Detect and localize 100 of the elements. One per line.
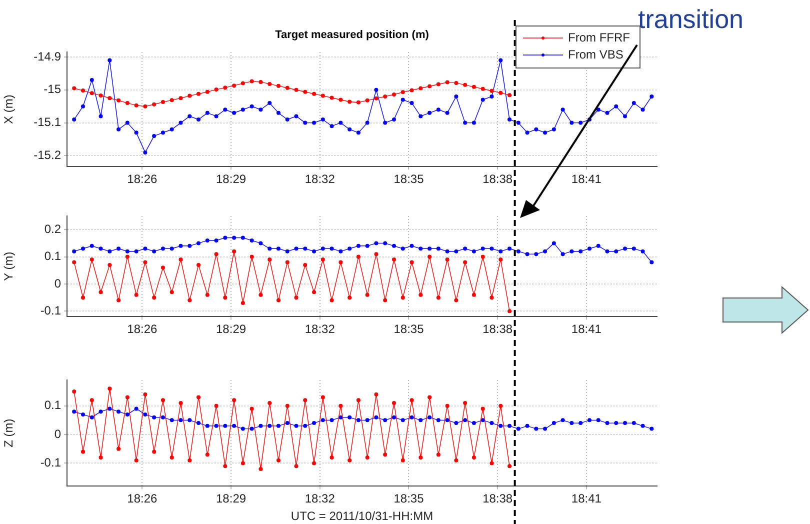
point: [428, 254, 432, 259]
point: [143, 392, 148, 396]
x-tick-label: 18:35: [394, 492, 424, 506]
point: [348, 458, 352, 462]
y-axis-title: Y (m): [2, 252, 16, 281]
point: [374, 392, 378, 396]
point: [312, 461, 316, 466]
point: [365, 98, 370, 102]
point: [330, 96, 334, 100]
text: transition: [638, 4, 744, 35]
point: [294, 296, 298, 300]
point: [72, 389, 76, 394]
point: [250, 406, 254, 411]
point: [392, 400, 396, 405]
point: [258, 80, 263, 84]
point: [205, 292, 210, 297]
point: [223, 86, 228, 90]
point: [188, 458, 192, 462]
x-tick-label: 18:26: [127, 492, 158, 506]
point: [348, 296, 352, 300]
y-tick-label: 0: [54, 426, 62, 441]
point: [320, 395, 325, 400]
point: [348, 100, 352, 104]
point: [214, 88, 218, 92]
point: [330, 456, 334, 460]
point: [188, 298, 192, 302]
point: [365, 292, 370, 297]
point: [188, 94, 192, 98]
point: [205, 452, 210, 457]
point: [268, 400, 272, 405]
point: [410, 260, 414, 264]
point: [498, 404, 503, 408]
point: [312, 92, 316, 96]
x-tick-label: 18:38: [482, 322, 513, 336]
point: [285, 404, 290, 408]
point: [285, 260, 290, 264]
point: [240, 461, 245, 466]
point: [356, 254, 360, 259]
point: [232, 249, 236, 254]
point: [383, 94, 388, 98]
point: [303, 90, 308, 94]
point: [445, 258, 450, 262]
point: [143, 260, 148, 264]
point: [160, 398, 165, 402]
x-tick-label: 18:32: [304, 492, 336, 506]
point: [285, 86, 290, 90]
point: [232, 398, 236, 402]
x-tick-label: 18:29: [216, 492, 246, 506]
point: [490, 88, 494, 93]
point: [196, 262, 201, 267]
point: [490, 296, 494, 300]
point: [258, 466, 263, 471]
y-tick-label: 0.1: [44, 398, 62, 412]
point: [240, 301, 245, 306]
x-tick-label: 18:29: [216, 172, 246, 186]
point: [508, 464, 512, 468]
point: [320, 258, 325, 262]
point: [498, 90, 503, 95]
point: [170, 290, 174, 294]
y-tick-label: 0.2: [44, 222, 62, 236]
x-tick-label: 18:29: [216, 322, 246, 336]
point: [134, 103, 138, 108]
point: [383, 298, 388, 302]
point: [312, 290, 316, 294]
point: [356, 398, 360, 402]
point: [400, 296, 405, 300]
y-tick-label: -14.9: [34, 49, 62, 64]
point: [90, 91, 94, 96]
point: [80, 450, 85, 454]
point: [98, 456, 103, 460]
point: [90, 258, 94, 262]
x-tick-label: 18:32: [304, 172, 336, 186]
point: [116, 446, 121, 451]
point: [392, 258, 396, 262]
point: [178, 400, 183, 405]
point: [72, 260, 76, 264]
point: [108, 96, 112, 100]
point: [418, 456, 423, 460]
point: [80, 296, 85, 300]
point: [125, 254, 130, 259]
point: [276, 298, 280, 302]
point: [223, 296, 228, 300]
point: [250, 254, 254, 259]
point: [294, 464, 298, 468]
point: [98, 93, 103, 98]
x-axis-title: UTC = 2011/10/31-HH:MM: [290, 509, 434, 524]
point: [72, 86, 76, 90]
point: [80, 88, 85, 93]
point: [508, 93, 512, 98]
point: [428, 395, 432, 400]
x-tick-label: 18:35: [394, 322, 424, 336]
point: [418, 292, 423, 297]
point: [480, 406, 485, 411]
point: [90, 398, 94, 402]
point: [232, 84, 236, 88]
point: [116, 98, 121, 102]
point: [268, 82, 272, 86]
point: [454, 80, 458, 85]
point: [490, 461, 494, 466]
point: [152, 102, 156, 106]
